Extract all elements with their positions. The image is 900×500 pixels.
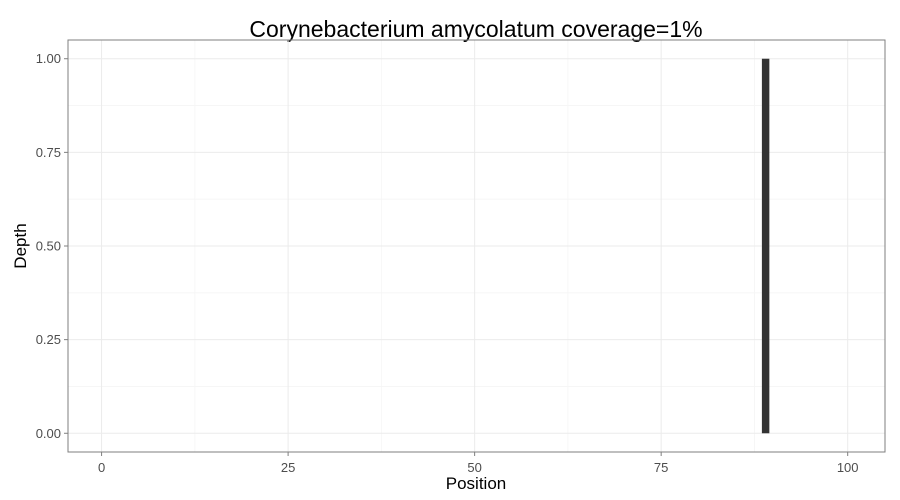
y-tick-label: 0.50: [36, 239, 61, 254]
depth-bar: [761, 58, 770, 434]
x-tick-label: 0: [98, 460, 105, 475]
chart-title: Corynebacterium amycolatum coverage=1%: [249, 16, 702, 42]
x-axis-label: Position: [446, 474, 506, 493]
x-tick-label: 25: [281, 460, 295, 475]
x-tick-label: 100: [837, 460, 859, 475]
y-axis-ticks: 0.00 0.25 0.50 0.75 1.00: [36, 51, 68, 441]
x-tick-label: 50: [467, 460, 481, 475]
minor-gridlines: [68, 40, 885, 452]
y-tick-label: 0.75: [36, 145, 61, 160]
x-tick-label: 75: [654, 460, 668, 475]
major-gridlines: [68, 40, 885, 452]
bars: [761, 58, 770, 434]
x-axis-ticks: 0 25 50 75 100: [98, 452, 859, 475]
y-tick-label: 0.00: [36, 426, 61, 441]
y-tick-label: 0.25: [36, 332, 61, 347]
y-axis-label: Depth: [11, 223, 30, 268]
y-tick-label: 1.00: [36, 51, 61, 66]
